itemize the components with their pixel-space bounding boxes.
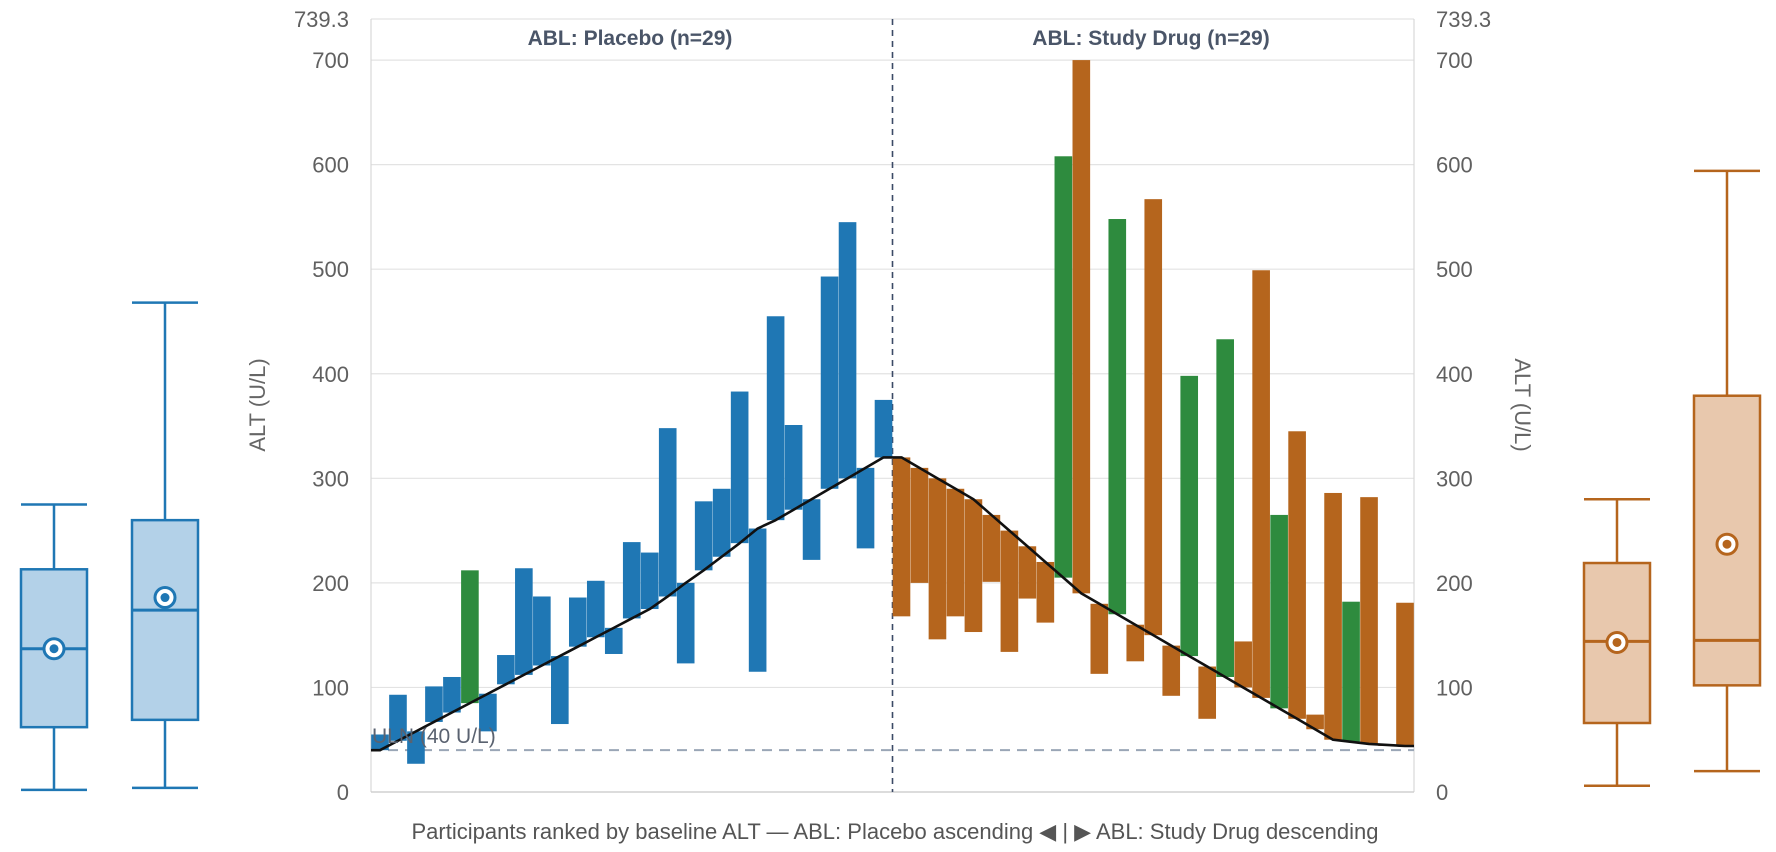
box-iqr <box>1582 561 1652 725</box>
bar-placebo <box>443 676 461 713</box>
y-tick-label-right: 0 <box>1436 780 1448 805</box>
bar-placebo <box>407 731 425 764</box>
bar-placebo <box>748 528 767 672</box>
bar-study-drug <box>1054 156 1073 578</box>
baseline-line <box>371 456 1414 752</box>
boxplot-drug-value <box>1692 169 1762 773</box>
bar-study-drug <box>1108 219 1127 615</box>
y-tick-label-left: 0 <box>337 780 349 805</box>
bar-study-drug <box>1288 431 1306 719</box>
panel-title-placebo: ABL: Placebo (n=29) <box>528 27 733 50</box>
bar-study-drug <box>1360 497 1378 744</box>
bar-study-drug <box>1396 602 1414 746</box>
bar-study-drug <box>1162 645 1181 696</box>
bar-study-drug <box>1144 199 1163 636</box>
baseline-line-group <box>371 456 1414 752</box>
bar-placebo <box>856 467 875 549</box>
bar-placebo <box>533 596 551 666</box>
y-tick-label-right: 300 <box>1436 466 1473 491</box>
bar-placebo <box>820 276 839 489</box>
bar-study-drug <box>1252 270 1270 698</box>
y-tick-label-left: 100 <box>312 675 349 700</box>
y-max-label-left: 739.3 <box>294 7 349 32</box>
boxplot-placebo-baseline <box>19 503 89 792</box>
bar-study-drug <box>1000 530 1019 652</box>
bar-placebo <box>568 597 587 647</box>
bar-placebo <box>604 627 623 654</box>
bar-placebo <box>730 391 749 544</box>
box-iqr <box>130 518 200 722</box>
y-tick-label-left: 300 <box>312 466 349 491</box>
bar-study-drug <box>964 499 983 633</box>
bar-placebo <box>461 570 479 704</box>
gridlines <box>370 18 1415 793</box>
boxplot-placebo-value <box>130 301 200 790</box>
bar-study-drug <box>892 457 911 617</box>
bar-study-drug <box>1072 60 1091 594</box>
y-tick-label-right: 600 <box>1436 153 1473 178</box>
bar-placebo <box>497 655 515 685</box>
y-tick-label-right: 700 <box>1436 48 1473 73</box>
bar-placebo <box>371 734 389 751</box>
y-max-label-right: 739.3 <box>1436 7 1491 32</box>
bar-placebo <box>515 568 533 675</box>
bar-study-drug <box>1216 339 1234 677</box>
bar-placebo <box>766 316 785 521</box>
y-tick-label-right: 400 <box>1436 362 1473 387</box>
bar-study-drug <box>1234 641 1252 688</box>
bar-study-drug <box>982 514 1001 582</box>
bars-group <box>371 60 1414 764</box>
mean-marker-dot <box>160 593 170 603</box>
y-tick-label-right: 500 <box>1436 257 1473 282</box>
bar-study-drug <box>1090 603 1109 674</box>
bar-study-drug <box>1126 624 1145 662</box>
bar-placebo <box>425 686 443 722</box>
bar-placebo <box>479 693 497 732</box>
boxplot-drug-baseline <box>1582 497 1652 787</box>
y-axis-label-right: ALT (U/L) <box>1510 358 1535 451</box>
mean-marker-dot <box>1722 539 1732 549</box>
bar-study-drug <box>1342 601 1360 742</box>
bar-placebo <box>712 488 731 557</box>
bar-placebo <box>694 501 713 571</box>
bar-placebo <box>676 582 695 664</box>
y-axis-label-left: ALT (U/L) <box>245 358 270 451</box>
mean-marker-dot <box>1612 637 1622 647</box>
y-tick-label-left: 400 <box>312 362 349 387</box>
y-tick-label-left: 700 <box>312 48 349 73</box>
boxplots-group <box>19 169 1762 792</box>
bar-study-drug <box>928 478 947 640</box>
y-tick-label-right: 100 <box>1436 675 1473 700</box>
bar-study-drug <box>1270 514 1288 709</box>
bar-study-drug <box>946 488 965 617</box>
panel-title-study-drug: ABL: Study Drug (n=29) <box>1032 27 1269 50</box>
mean-marker-dot <box>49 644 59 654</box>
bar-placebo <box>551 656 569 725</box>
bar-placebo <box>658 428 677 597</box>
bar-placebo <box>622 542 641 619</box>
reference-line-label: ULN (40 U/L) <box>372 725 496 748</box>
bar-study-drug <box>1324 492 1342 740</box>
y-tick-label-right: 200 <box>1436 571 1473 596</box>
y-tick-label-left: 200 <box>312 571 349 596</box>
bar-study-drug <box>1018 546 1037 599</box>
bar-study-drug <box>910 467 929 583</box>
y-tick-label-left: 500 <box>312 257 349 282</box>
bar-placebo <box>874 399 893 458</box>
bar-placebo <box>838 222 857 479</box>
bar-placebo <box>586 580 605 638</box>
labels-group: ALT (U/L) ALT (U/L) Participants ranked … <box>245 7 1535 844</box>
bar-placebo <box>802 499 821 560</box>
bar-study-drug <box>1036 561 1055 623</box>
box-iqr <box>1692 394 1762 687</box>
y-tick-label-left: 600 <box>312 153 349 178</box>
bar-placebo <box>389 694 407 741</box>
bar-placebo <box>784 425 803 510</box>
bar-study-drug <box>1180 375 1199 657</box>
bar-placebo <box>640 552 659 610</box>
bar-study-drug <box>1198 666 1217 719</box>
x-axis-label: Participants ranked by baseline ALT — AB… <box>412 819 1379 844</box>
